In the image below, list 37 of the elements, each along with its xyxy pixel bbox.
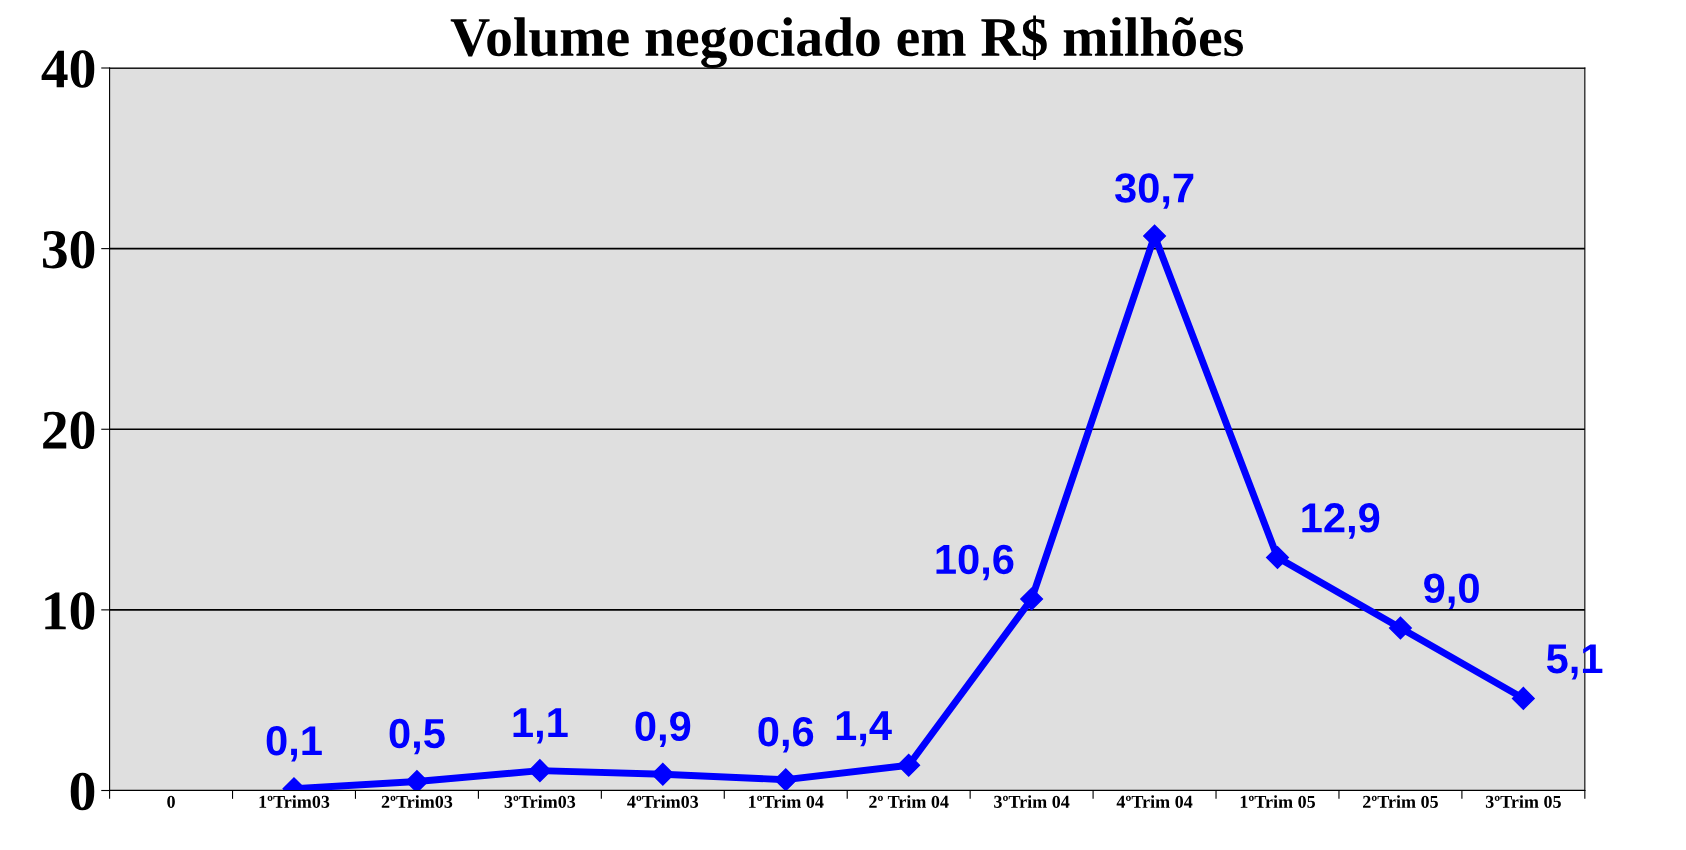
y-tick-label: 10 [45,592,95,630]
point [528,759,552,783]
x-tick-label: 3ºTrim 04 [994,795,1070,808]
y-tick-label: 40 [41,50,95,88]
y-tick-label: 20 [43,411,95,450]
point [1143,224,1167,248]
x-tick-label: 1ºTrim 04 [749,795,824,808]
point [1020,587,1044,611]
data-label: 30,7 [1114,173,1194,209]
data-label: 10,6 [936,544,1014,581]
point [774,768,798,791]
x-tick-label: 1ºTrim 05 [1240,795,1315,808]
data-label: 0,6 [758,716,814,753]
x-tick-label: 1ºTrim03 [259,795,330,808]
point [405,769,429,791]
x-tick-label: 3ºTrim03 [504,795,576,808]
x-tick-label: 0 [167,795,175,808]
data-label: 0,9 [635,711,691,748]
point [651,762,675,786]
x-tick-label: 2ºTrim 05 [1363,795,1438,808]
x-tick-label: 2ºTrim03 [381,795,453,808]
point [897,753,921,777]
data-label: 12,9 [1302,503,1380,539]
data-label: 1,1 [513,708,568,744]
chart-title: Volume negociado em R$ milhões [450,15,1243,68]
data-label: 0,5 [389,718,445,755]
y-tick-label: 30 [42,230,95,269]
x-tick-label: 4ºTrim03 [627,795,699,808]
point [1511,686,1535,710]
x-tick-label: 4ºTrim 04 [1116,795,1193,808]
point [1388,616,1412,640]
data-label: 9,0 [1424,573,1479,610]
x-tick-label: 3ºTrim 05 [1485,795,1561,808]
data-label: 1,4 [836,711,892,747]
point [1265,545,1289,569]
data-label: 0,1 [266,725,322,762]
x-tick-label: 2º Trim 04 [869,795,949,808]
